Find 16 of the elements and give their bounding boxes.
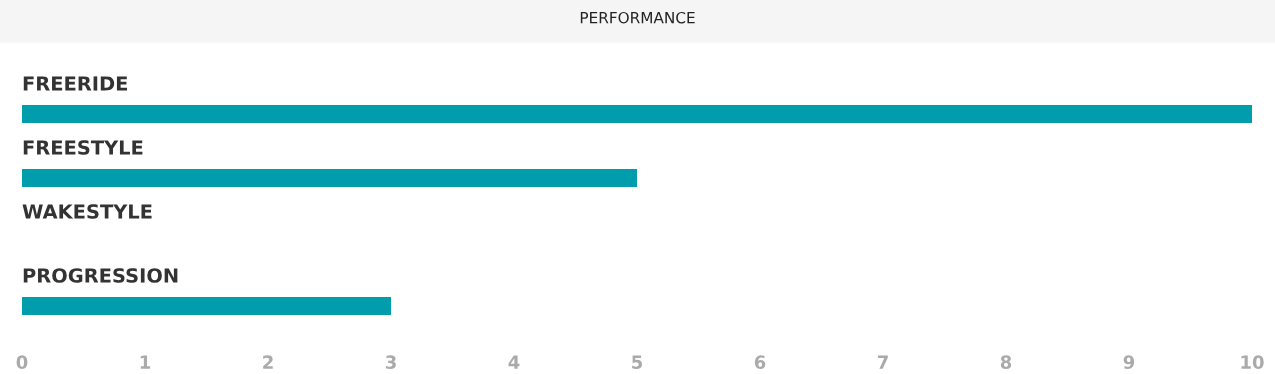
x-tick-label: 5	[632, 355, 643, 369]
chart-title: PERFORMANCE	[580, 11, 695, 24]
x-tick-label: 4	[508, 355, 520, 369]
y-tick-label: PROGRESSION	[23, 268, 178, 283]
x-tick-label: 0	[16, 355, 28, 369]
y-tick-label: WAKESTYLE	[22, 204, 152, 219]
x-tick-label: 1	[140, 355, 151, 369]
y-tick-label: FREESTYLE	[23, 140, 143, 155]
x-tick-label: 3	[385, 355, 396, 369]
x-tick-label: 2	[263, 355, 273, 369]
x-tick-label: 9	[1123, 355, 1135, 369]
y-tick-label: FREERIDE	[23, 76, 128, 91]
x-tick-label: 8	[1000, 355, 1012, 369]
x-tick-label: 7	[877, 355, 888, 369]
x-tick-label: 10	[1241, 355, 1264, 369]
x-tick-label: 6	[754, 355, 766, 369]
